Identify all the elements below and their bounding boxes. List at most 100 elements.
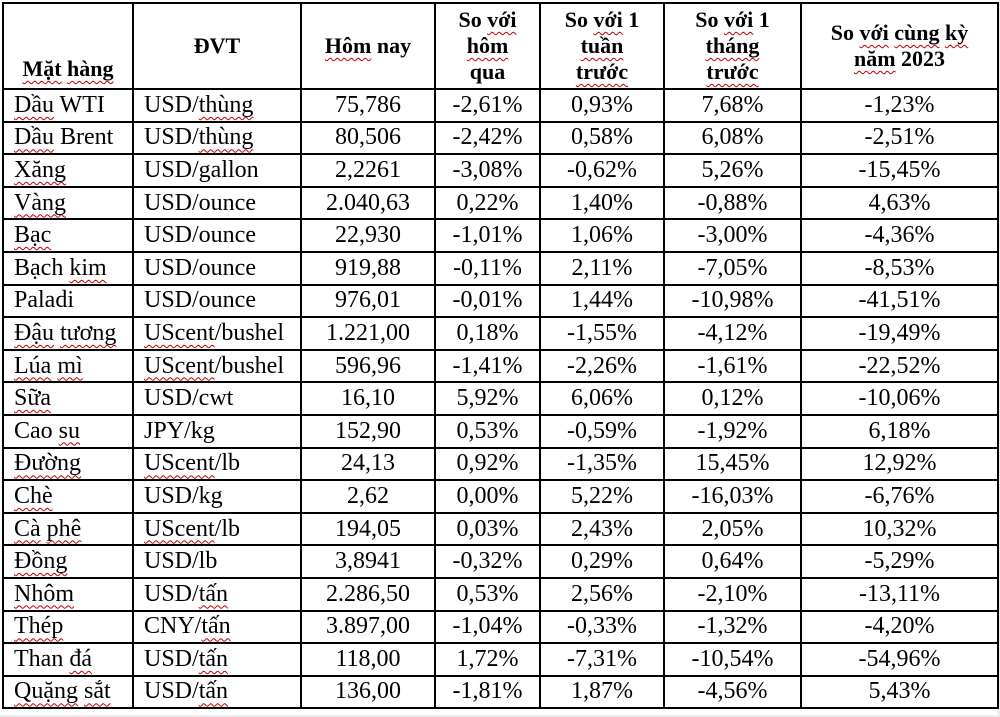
spellcheck-underline: năm	[853, 46, 896, 71]
spellcheck-underline: hàng	[67, 56, 114, 82]
vs-last-week-cell: 0,29%	[539, 544, 665, 579]
unit-cell: USD/kg	[132, 479, 302, 514]
vs-last-week-cell: 1,44%	[539, 283, 665, 319]
spellcheck-underline: thùng	[198, 124, 254, 151]
table-row: Xăng USD/gallon 2,2261 -3,08% -0,62% 5,26% -15…	[2, 153, 999, 188]
vs-last-month-cell: -4,56%	[663, 674, 802, 710]
table-row: Đồng USD/lb 3,8941 -0,32% 0,29% 0,64% -5,29%	[2, 544, 999, 579]
column-header-commodity: Mặt hàng	[2, 2, 134, 90]
today-cell: 2.040,63	[300, 185, 436, 221]
unit-cell: USD/tấn	[132, 642, 302, 677]
vs-last-week-cell: 5,22%	[539, 479, 665, 514]
vs-2023-cell: 6,18%	[800, 413, 999, 449]
unit-cell: USD/thùng	[132, 120, 302, 156]
vs-yesterday-cell: -0,01%	[434, 283, 541, 319]
spellcheck-underline: đá	[69, 645, 92, 672]
vs-2023-cell: -4,20%	[800, 609, 999, 645]
commodity-cell: Lúa mì	[2, 348, 134, 384]
spellcheck-underline: mì	[57, 352, 83, 379]
unit-cell: UScent/lb	[132, 446, 302, 482]
vs-yesterday-cell: 0,00%	[434, 479, 541, 514]
spellcheck-underline: sắt	[83, 678, 111, 705]
today-cell: 24,13	[300, 446, 436, 482]
spellcheck-underline: Lúa	[14, 352, 52, 379]
vs-last-week-cell: -0,59%	[539, 413, 665, 449]
spellcheck-underline: UScent	[144, 450, 215, 477]
spellcheck-underline: Thép	[14, 613, 64, 640]
vs-2023-cell: -22,52%	[800, 348, 999, 384]
spellcheck-underline: Dầu	[14, 91, 54, 118]
today-cell: 3,8941	[300, 544, 436, 579]
today-cell: 118,00	[300, 642, 436, 677]
table-row: Bạch kim USD/ounce 919,88 -0,11% 2,11% -7,05%…	[2, 250, 999, 286]
spellcheck-underline: Chè	[14, 482, 53, 509]
commodity-cell: Dầu Brent	[2, 120, 134, 156]
table-row: Đậu tương UScent/bushel 1.221,00 0,18% -1,55…	[2, 316, 999, 351]
vs-2023-cell: 5,43%	[800, 674, 999, 710]
spellcheck-underline: tấn	[198, 645, 229, 672]
column-header-unit: ĐVT	[132, 2, 302, 90]
unit-cell: USD/ounce	[132, 283, 302, 319]
spellcheck-underline: UScent	[144, 515, 215, 542]
vs-last-month-cell: -4,12%	[663, 316, 802, 351]
unit-cell: USD/ounce	[132, 185, 302, 221]
vs-last-month-cell: -16,03%	[663, 479, 802, 514]
unit-cell: USD/thùng	[132, 88, 302, 123]
today-cell: 80,506	[300, 120, 436, 156]
spellcheck-underline: với	[859, 20, 889, 46]
vs-last-week-cell: 1,06%	[539, 218, 665, 253]
spellcheck-underline: tấn	[201, 613, 231, 640]
commodity-cell: Cao su	[2, 413, 134, 449]
unit-cell: UScent/bushel	[132, 316, 302, 351]
commodity-cell: Vàng	[2, 185, 134, 221]
spellcheck-underline: với	[723, 7, 754, 33]
unit-cell: JPY/kg	[132, 413, 302, 449]
spellcheck-underline: Quặng	[14, 678, 78, 705]
commodity-cell: Quặng sắt	[2, 674, 134, 710]
commodity-cell: Than đá	[2, 642, 134, 677]
vs-2023-cell: -8,53%	[800, 250, 999, 286]
spellcheck-underline: với	[593, 7, 623, 33]
table-row: Thép CNY/tấn 3.897,00 -1,04% -0,33% -1,32% -4,…	[2, 609, 999, 645]
spellcheck-underline: kỳ	[945, 20, 969, 46]
vs-last-month-cell: -0,88%	[663, 185, 802, 221]
vs-last-month-cell: -10,54%	[663, 642, 802, 677]
vs-last-week-cell: -2,26%	[539, 348, 665, 384]
spellcheck-underline: Bạc	[14, 222, 52, 249]
spellcheck-underline: trước	[575, 58, 629, 84]
today-cell: 2,62	[300, 479, 436, 514]
vs-last-month-cell: 0,12%	[663, 381, 802, 416]
table-row: Paladi USD/ounce 976,01 -0,01% 1,44% -10,98% -…	[2, 283, 999, 319]
commodity-cell: Đường	[2, 446, 134, 482]
vs-last-week-cell: 2,11%	[539, 250, 665, 286]
spellcheck-underline: su	[58, 417, 81, 444]
vs-yesterday-cell: -0,11%	[434, 250, 541, 286]
table-row: Chè USD/kg 2,62 0,00% 5,22% -16,03% -6,76%	[2, 479, 999, 514]
today-cell: 919,88	[300, 250, 436, 286]
unit-cell: USD/cwt	[132, 381, 302, 416]
commodity-cell: Thép	[2, 609, 134, 645]
vs-2023-cell: -2,51%	[800, 120, 999, 156]
spellcheck-underline: Đồng	[14, 548, 68, 575]
vs-last-month-cell: -1,92%	[663, 413, 802, 449]
vs-yesterday-cell: -0,32%	[434, 544, 541, 579]
vs-last-month-cell: -1,32%	[663, 609, 802, 645]
commodity-cell: Dầu WTI	[2, 88, 134, 123]
vs-last-month-cell: 6,08%	[663, 120, 802, 156]
vs-yesterday-cell: -1,04%	[434, 609, 541, 645]
today-cell: 2,2261	[300, 153, 436, 188]
vs-last-month-cell: 15,45%	[663, 446, 802, 482]
commodity-cell: Đồng	[2, 544, 134, 579]
table-row: Bạc USD/ounce 22,930 -1,01% 1,06% -3,00% -4,36…	[2, 218, 999, 253]
vs-2023-cell: -54,96%	[800, 642, 999, 677]
vs-2023-cell: 10,32%	[800, 511, 999, 547]
commodity-cell: Cà phê	[2, 511, 134, 547]
today-cell: 2.286,50	[300, 576, 436, 612]
spellcheck-underline: tấn	[198, 580, 229, 607]
table-row: Dầu WTI USD/thùng 75,786 -2,61% 0,93% 7,68% -1…	[2, 88, 999, 123]
table-row: Lúa mì UScent/bushel 596,96 -1,41% -2,26% -1,…	[2, 348, 999, 384]
vs-yesterday-cell: 5,92%	[434, 381, 541, 416]
today-cell: 1.221,00	[300, 316, 436, 351]
